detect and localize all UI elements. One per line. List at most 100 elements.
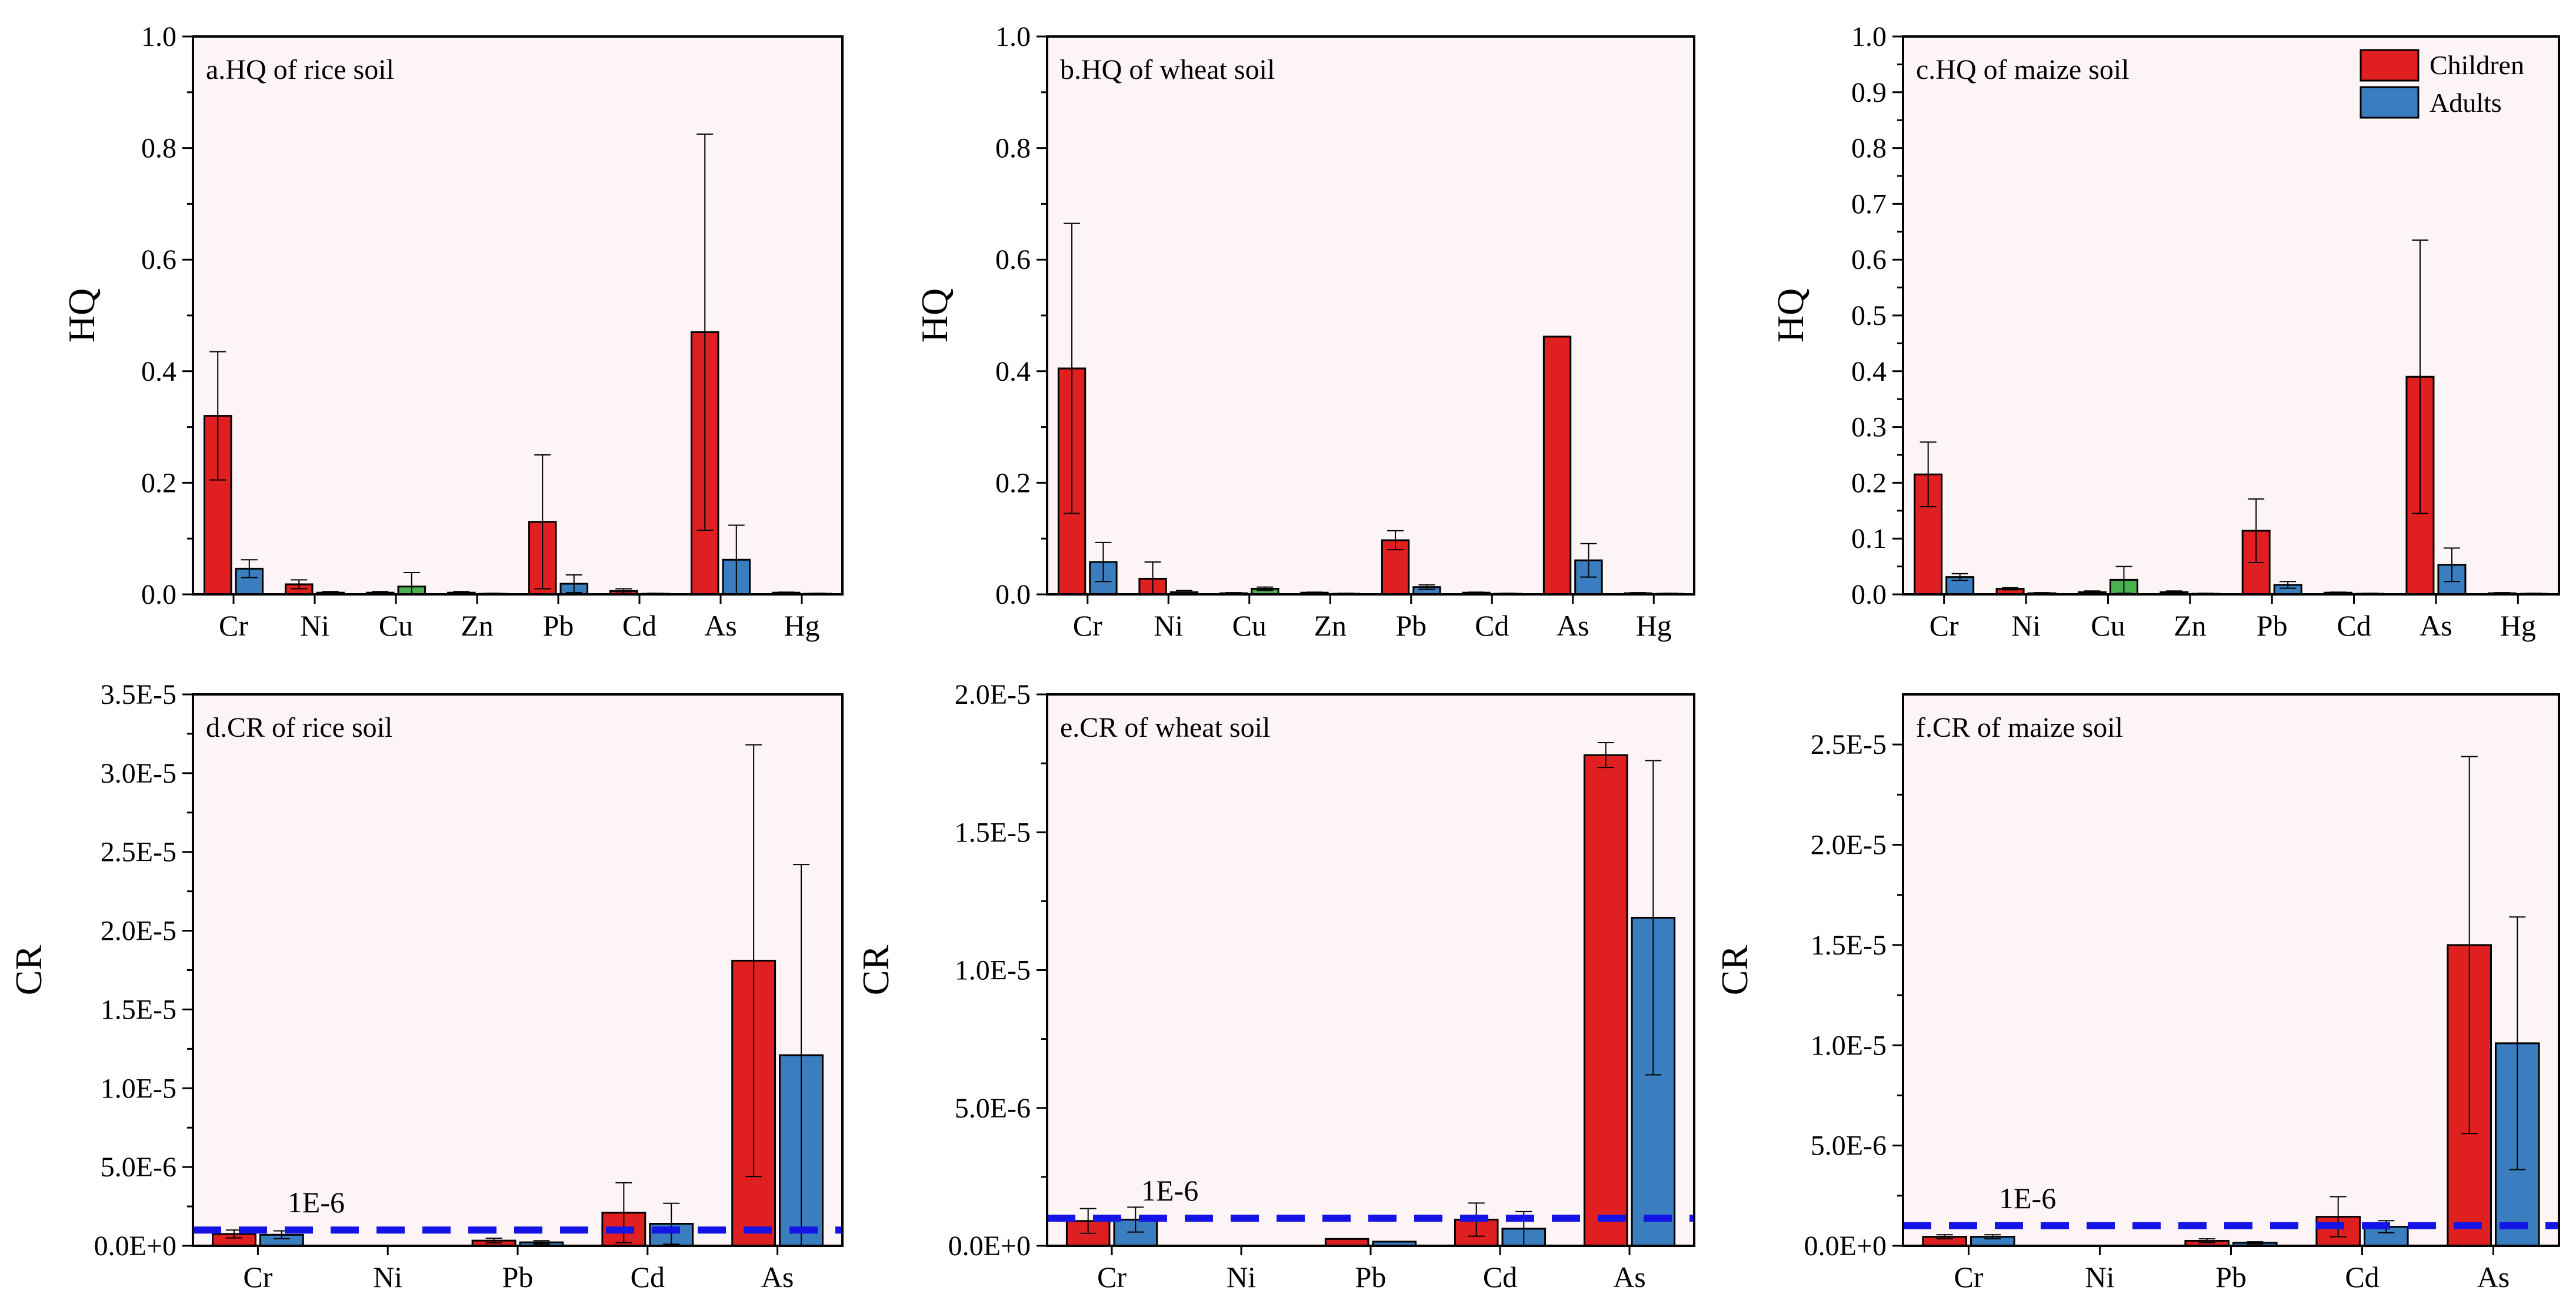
x-tick-label: Cr	[1073, 609, 1102, 642]
threshold-label: 1E-6	[1999, 1182, 2056, 1215]
y-tick-label: 2.5E-5	[101, 837, 176, 868]
x-tick-label: Pb	[2257, 609, 2288, 642]
y-tick-label: 0.5	[1851, 300, 1887, 331]
y-tick-label: 0.2	[141, 467, 176, 498]
x-tick-label: Cr	[1954, 1261, 1984, 1293]
x-tick-label: Ni	[373, 1261, 402, 1293]
panel-f: f.CR of maize soil CR 0.0E+0 5.0E-6 1.0E-5 1.…	[1714, 693, 2560, 1293]
x-tick-label: Cu	[1232, 609, 1267, 642]
x-tick-label: Cr	[1929, 609, 1959, 642]
y-axis-label: HQ	[914, 288, 955, 342]
y-tick-label: 2.0E-5	[1811, 830, 1887, 861]
panel-title: a.HQ of rice soil	[206, 54, 394, 85]
y-tick-label: 0.1	[1851, 523, 1887, 554]
x-tick-label: Cd	[1483, 1261, 1517, 1293]
y-tick-label: 0.8	[995, 133, 1031, 164]
panel-title: c.HQ of maize soil	[1916, 54, 2130, 85]
error-bar-pb-adults	[565, 574, 582, 594]
error-bar-cr-children	[209, 351, 226, 481]
error-bar-pb-children	[2198, 1238, 2215, 1243]
y-tick-label: 0.0	[995, 579, 1031, 610]
y-tick-label: 1.0E-5	[101, 1073, 176, 1104]
error-bar-cr-adults	[1127, 1206, 1144, 1233]
x-tick-label: Cu	[379, 609, 413, 642]
y-tick-label: 0.0E+0	[94, 1230, 176, 1262]
y-axis-label: CR	[1714, 945, 1755, 996]
y-tick-label: 0.0E+0	[1804, 1230, 1887, 1262]
y-tick-label: 3.5E-5	[101, 679, 176, 710]
x-tick-label: Cd	[2345, 1261, 2379, 1293]
threshold-label: 1E-6	[288, 1186, 345, 1219]
error-bar-as-children	[745, 744, 762, 1178]
x-tick-label: Cd	[631, 1261, 665, 1293]
y-tick-label: 1.5E-5	[101, 994, 176, 1025]
error-bar-as-adults	[2509, 916, 2526, 1170]
panels: a.HQ of rice soil HQ 0.0 0.2 0.4 0.6 0.8 1.0 Cr N…	[8, 21, 2560, 1293]
x-tick-label: As	[704, 609, 737, 642]
error-bar-as-children	[2461, 756, 2478, 1135]
y-tick-label: 5.0E-6	[955, 1093, 1031, 1124]
x-tick-label: Zn	[461, 609, 494, 642]
error-bar-as-children	[1597, 741, 1614, 769]
plot-frame	[1902, 35, 2560, 596]
error-bar-cr-adults	[1095, 541, 1112, 583]
y-tick-label: 0.6	[995, 244, 1031, 275]
x-tick-label: Pb	[502, 1261, 534, 1293]
error-bar-cd-children	[1468, 591, 1485, 594]
x-tick-label: Cr	[243, 1261, 272, 1293]
x-tick-label: Cu	[2091, 609, 2125, 642]
bar-as-children	[1542, 335, 1572, 596]
y-tick-label: 0.2	[995, 467, 1031, 498]
x-tick-label: Hg	[2500, 609, 2536, 642]
plot-frame	[1046, 693, 1695, 1247]
panel-title: f.CR of maize soil	[1916, 712, 2123, 743]
y-tick-label: 0.0	[1851, 579, 1887, 610]
panel-title: d.CR of rice soil	[206, 712, 392, 743]
plot-frame	[192, 693, 844, 1247]
y-tick-label: 1.0	[1851, 21, 1887, 52]
error-bar-cr-children	[1919, 441, 1937, 508]
plot-background	[1903, 36, 2559, 594]
x-tick-label: Ni	[1227, 1261, 1256, 1293]
y-tick-label: 2.0E-5	[101, 916, 176, 947]
x-tick-label: Ni	[1154, 609, 1183, 642]
x-tick-label: Pb	[543, 609, 574, 642]
panel-title: e.CR of wheat soil	[1060, 712, 1270, 743]
y-tick-label: 3.0E-5	[101, 758, 176, 789]
plot-frame	[192, 35, 844, 596]
legend-label-children: Children	[2430, 50, 2524, 80]
panel-title: b.HQ of wheat soil	[1060, 54, 1275, 85]
x-tick-label: Cd	[622, 609, 657, 642]
error-bar-cr-children	[1079, 1208, 1097, 1234]
error-bar-ni-children	[291, 579, 308, 590]
legend-swatch-adults	[2360, 86, 2420, 119]
y-axis-label: HQ	[1769, 288, 1811, 342]
error-bar-cr-children	[1936, 1234, 1953, 1240]
y-tick-label: 1.5E-5	[1811, 930, 1887, 961]
error-bar-cr-adults	[1984, 1234, 2001, 1240]
x-tick-label: Hg	[784, 609, 819, 642]
x-tick-label: Pb	[1355, 1261, 1387, 1293]
y-tick-label: 0.4	[995, 356, 1031, 387]
error-bar-pb-adults	[533, 1240, 550, 1245]
y-tick-label: 0.0	[141, 579, 176, 610]
panel-a: a.HQ of rice soil HQ 0.0 0.2 0.4 0.6 0.8 1.0 Cr N…	[61, 21, 844, 642]
x-tick-label: Ni	[300, 609, 329, 642]
x-tick-label: As	[2420, 609, 2452, 642]
error-bar-cd-adults	[663, 1202, 680, 1245]
error-bar-pb-children	[2248, 498, 2265, 563]
x-tick-label: Pb	[1395, 609, 1427, 642]
error-bar-as-adults	[2443, 547, 2460, 583]
error-bar-as-children	[2411, 240, 2428, 514]
panel-c: c.HQ of maize soil HQ 0.0 0.1 0.2 0.3 0.4 0.5 0.…	[1769, 21, 2560, 642]
y-tick-label: 0.6	[1851, 244, 1887, 275]
x-tick-label: Ni	[2011, 609, 2041, 642]
y-tick-label: 1.0	[141, 21, 176, 52]
panel-e: e.CR of wheat soil CR 0.0E+0 5.0E-6 1.0E-5 1.…	[855, 679, 1695, 1293]
plot-frame	[1046, 35, 1695, 596]
y-tick-label: 2.0E-5	[955, 679, 1031, 710]
y-tick-label: 0.7	[1851, 188, 1887, 220]
error-bar-as-adults	[1645, 760, 1662, 1076]
x-tick-label: As	[761, 1261, 794, 1293]
x-tick-label: Cr	[1097, 1261, 1127, 1293]
